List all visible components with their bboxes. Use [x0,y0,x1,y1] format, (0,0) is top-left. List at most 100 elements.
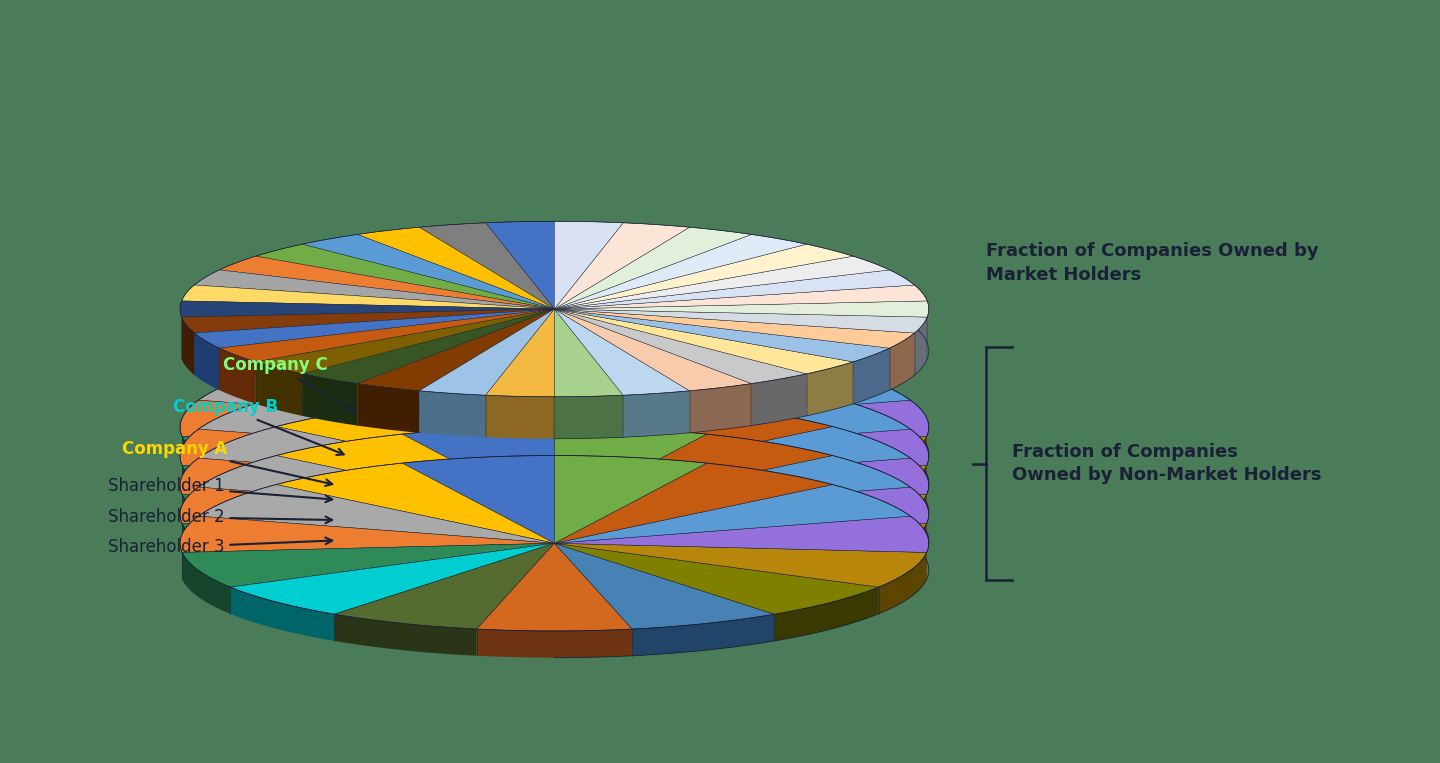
Polygon shape [554,485,878,556]
Polygon shape [419,309,554,395]
Polygon shape [554,427,878,498]
Polygon shape [632,527,775,568]
Polygon shape [632,498,775,539]
Polygon shape [632,556,775,597]
Polygon shape [554,543,878,614]
Polygon shape [276,463,554,543]
Polygon shape [852,348,890,404]
Polygon shape [181,317,194,375]
Polygon shape [477,514,632,602]
Polygon shape [878,436,927,497]
Polygon shape [357,227,554,309]
Text: Fraction of Companies
Owned by Non-Market Holders: Fraction of Companies Owned by Non-Marke… [1012,443,1322,485]
Polygon shape [878,523,927,584]
Polygon shape [402,340,554,427]
Polygon shape [554,516,929,552]
Polygon shape [554,398,910,456]
Polygon shape [302,234,554,309]
Polygon shape [477,543,632,631]
Polygon shape [554,223,690,309]
Polygon shape [554,285,927,309]
Polygon shape [554,514,878,585]
Polygon shape [276,434,554,514]
Polygon shape [752,374,806,426]
Polygon shape [199,398,554,456]
Polygon shape [194,270,554,309]
Polygon shape [180,487,554,523]
Polygon shape [230,427,554,498]
Polygon shape [276,347,554,427]
Polygon shape [230,559,334,612]
Polygon shape [554,244,852,309]
Text: Company C: Company C [223,356,356,411]
Polygon shape [554,427,775,513]
Polygon shape [180,301,554,317]
Polygon shape [334,556,477,597]
Polygon shape [199,369,554,427]
Polygon shape [554,234,806,309]
Polygon shape [181,456,554,501]
Polygon shape [878,494,927,555]
Polygon shape [554,398,707,485]
Polygon shape [402,427,554,514]
Polygon shape [230,530,334,583]
Polygon shape [477,629,632,658]
Polygon shape [402,398,554,485]
Polygon shape [180,458,554,494]
Polygon shape [230,501,334,554]
Polygon shape [554,543,775,629]
Polygon shape [334,585,477,626]
Polygon shape [554,369,910,427]
Polygon shape [181,285,554,309]
Text: Shareholder 1: Shareholder 1 [108,478,333,502]
Polygon shape [181,427,554,471]
Polygon shape [477,600,632,629]
Polygon shape [775,530,878,583]
Text: Shareholder 3: Shareholder 3 [108,537,333,556]
Polygon shape [554,309,852,374]
Polygon shape [334,456,554,542]
Polygon shape [477,513,632,542]
Polygon shape [775,472,878,525]
Polygon shape [334,543,554,629]
Polygon shape [181,436,230,497]
Polygon shape [199,485,554,543]
Polygon shape [357,384,419,433]
Polygon shape [878,552,927,613]
Polygon shape [554,456,707,543]
Polygon shape [554,514,775,600]
Polygon shape [334,614,477,655]
Polygon shape [334,485,554,571]
Polygon shape [181,514,554,559]
Polygon shape [477,571,632,600]
Polygon shape [199,456,554,514]
Polygon shape [181,552,230,613]
Polygon shape [419,223,554,309]
Polygon shape [302,309,554,384]
Polygon shape [690,384,752,433]
Polygon shape [181,309,554,333]
Polygon shape [276,405,554,485]
Polygon shape [194,333,219,390]
Polygon shape [554,301,929,317]
Polygon shape [477,456,632,544]
Text: Company B: Company B [173,398,344,455]
Polygon shape [554,221,624,309]
Polygon shape [485,395,554,439]
Polygon shape [402,456,554,543]
Polygon shape [775,501,878,554]
Polygon shape [806,362,852,416]
Polygon shape [554,434,832,514]
Polygon shape [554,309,806,384]
Polygon shape [230,514,554,585]
Polygon shape [554,456,910,514]
Polygon shape [554,376,832,456]
Polygon shape [914,317,927,375]
Polygon shape [230,471,334,525]
Polygon shape [334,427,554,513]
Polygon shape [554,458,929,494]
Polygon shape [554,270,914,309]
Polygon shape [334,527,477,568]
Polygon shape [554,456,775,542]
Polygon shape [485,221,554,309]
